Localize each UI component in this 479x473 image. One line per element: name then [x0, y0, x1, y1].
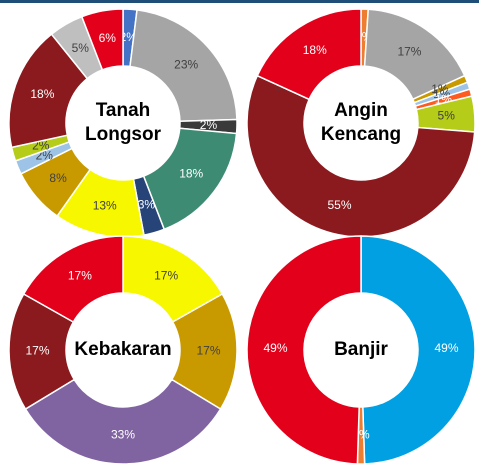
slice-label: 17% — [25, 344, 49, 358]
slice-label: 2% — [200, 118, 218, 132]
chart-title: Tanah Longsor — [85, 100, 162, 145]
slice-label: 49% — [263, 341, 287, 355]
chart-title: Kebakaran — [74, 339, 171, 360]
title-line: Longsor — [85, 124, 162, 145]
title-line: Angin — [334, 100, 388, 121]
donut-hole — [304, 293, 418, 407]
donut-hole — [66, 293, 180, 407]
chart-title: Banjir — [334, 339, 388, 360]
slice-label: 49% — [434, 341, 458, 355]
title-line: Tanah — [96, 100, 151, 121]
slice-label: 18% — [30, 87, 54, 101]
slice-label: 17% — [196, 344, 220, 358]
slice-label: 18% — [179, 167, 203, 181]
top-bar — [0, 0, 479, 3]
chart-title: Angin Kencang — [321, 100, 401, 145]
slice-label: 5% — [438, 108, 456, 122]
title-line: Kebakaran — [74, 339, 171, 360]
slice-label: 17% — [68, 268, 92, 282]
title-line: Kencang — [321, 124, 401, 145]
slice-label: 6% — [99, 31, 117, 45]
slice-label: 17% — [397, 45, 421, 59]
slice-label: 33% — [111, 428, 135, 442]
donut-hole — [66, 66, 180, 180]
slice-label: 3% — [138, 197, 156, 211]
slice-label: 55% — [328, 198, 352, 212]
slice-label: 18% — [303, 43, 327, 57]
slice-label: 8% — [49, 171, 67, 185]
slice-label: 13% — [93, 199, 117, 213]
slice-label: 5% — [72, 41, 90, 55]
donut-slice — [22, 235, 124, 324]
donut-hole — [304, 66, 418, 180]
slice-label: 17% — [154, 268, 178, 282]
slice-label: 23% — [174, 58, 198, 72]
title-line: Banjir — [334, 339, 388, 360]
